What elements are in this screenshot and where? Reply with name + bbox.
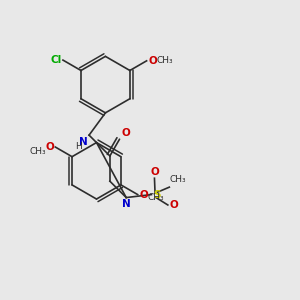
Text: O: O bbox=[169, 200, 178, 210]
Text: CH₃: CH₃ bbox=[147, 193, 164, 202]
Text: O: O bbox=[148, 56, 157, 66]
Text: O: O bbox=[139, 190, 148, 200]
Text: S: S bbox=[153, 190, 160, 200]
Text: N: N bbox=[79, 136, 88, 147]
Text: CH₃: CH₃ bbox=[29, 147, 46, 156]
Text: CH₃: CH₃ bbox=[170, 175, 187, 184]
Text: O: O bbox=[121, 128, 130, 138]
Text: CH₃: CH₃ bbox=[156, 56, 173, 65]
Text: Cl: Cl bbox=[50, 55, 61, 65]
Text: O: O bbox=[150, 167, 159, 177]
Text: H: H bbox=[76, 142, 82, 151]
Text: N: N bbox=[122, 199, 130, 209]
Text: O: O bbox=[45, 142, 54, 152]
